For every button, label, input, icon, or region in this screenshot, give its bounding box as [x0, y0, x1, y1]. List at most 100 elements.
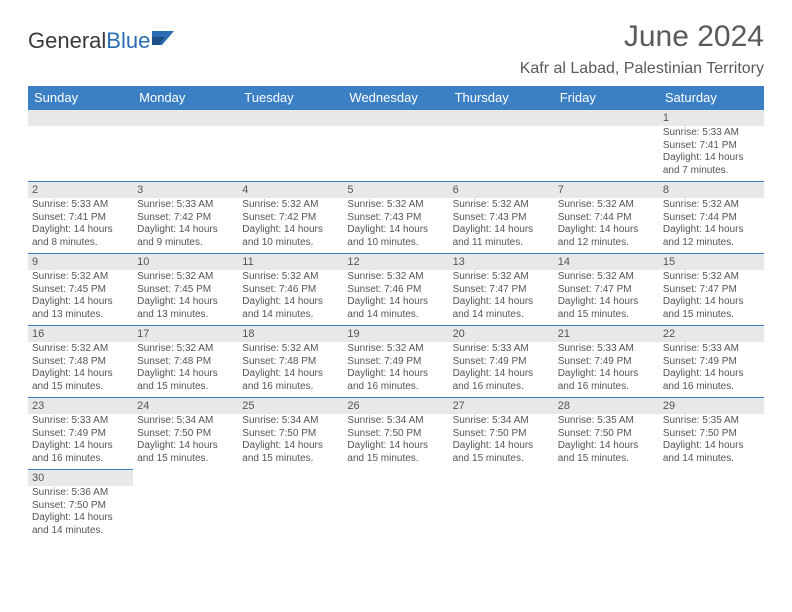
- header: GeneralBlue June 2024 Kafr al Labad, Pal…: [28, 20, 764, 84]
- daylight-text: Daylight: 14 hours and 14 minutes.: [453, 296, 550, 321]
- location: Kafr al Labad, Palestinian Territory: [520, 60, 764, 78]
- sunrise-text: Sunrise: 5:32 AM: [663, 271, 760, 284]
- calendar-cell: 7Sunrise: 5:32 AMSunset: 7:44 PMDaylight…: [554, 182, 659, 254]
- calendar-cell: 21Sunrise: 5:33 AMSunset: 7:49 PMDayligh…: [554, 326, 659, 398]
- day-number: 26: [343, 398, 448, 414]
- day-number: 4: [238, 182, 343, 198]
- daylight-text: Daylight: 14 hours and 14 minutes.: [663, 440, 760, 465]
- calendar-cell: [554, 110, 659, 182]
- daylight-text: Daylight: 14 hours and 15 minutes.: [453, 440, 550, 465]
- day-number: 7: [554, 182, 659, 198]
- sunrise-text: Sunrise: 5:32 AM: [32, 343, 129, 356]
- calendar-cell: 10Sunrise: 5:32 AMSunset: 7:45 PMDayligh…: [133, 254, 238, 326]
- day-number: [238, 110, 343, 126]
- day-details: Sunrise: 5:32 AMSunset: 7:43 PMDaylight:…: [449, 198, 554, 252]
- day-header: Saturday: [659, 86, 764, 110]
- daylight-text: Daylight: 14 hours and 16 minutes.: [347, 368, 444, 393]
- sunrise-text: Sunrise: 5:34 AM: [453, 415, 550, 428]
- calendar-cell: 1Sunrise: 5:33 AMSunset: 7:41 PMDaylight…: [659, 110, 764, 182]
- sunset-text: Sunset: 7:43 PM: [347, 212, 444, 225]
- calendar-cell: 8Sunrise: 5:32 AMSunset: 7:44 PMDaylight…: [659, 182, 764, 254]
- sunset-text: Sunset: 7:50 PM: [558, 428, 655, 441]
- daylight-text: Daylight: 14 hours and 15 minutes.: [242, 440, 339, 465]
- day-number: [238, 470, 343, 484]
- sunrise-text: Sunrise: 5:32 AM: [453, 271, 550, 284]
- day-details: Sunrise: 5:32 AMSunset: 7:48 PMDaylight:…: [28, 342, 133, 396]
- sunrise-text: Sunrise: 5:35 AM: [663, 415, 760, 428]
- sunset-text: Sunset: 7:44 PM: [558, 212, 655, 225]
- day-number: 2: [28, 182, 133, 198]
- calendar-cell: 22Sunrise: 5:33 AMSunset: 7:49 PMDayligh…: [659, 326, 764, 398]
- calendar-week: 9Sunrise: 5:32 AMSunset: 7:45 PMDaylight…: [28, 254, 764, 326]
- sunrise-text: Sunrise: 5:32 AM: [242, 271, 339, 284]
- calendar-cell: [343, 470, 448, 542]
- day-number: 25: [238, 398, 343, 414]
- sunrise-text: Sunrise: 5:32 AM: [32, 271, 129, 284]
- calendar-cell: [449, 110, 554, 182]
- calendar-cell: 29Sunrise: 5:35 AMSunset: 7:50 PMDayligh…: [659, 398, 764, 470]
- day-number: [659, 470, 764, 484]
- sunrise-text: Sunrise: 5:32 AM: [347, 199, 444, 212]
- sunrise-text: Sunrise: 5:32 AM: [242, 343, 339, 356]
- daylight-text: Daylight: 14 hours and 7 minutes.: [663, 152, 760, 177]
- daylight-text: Daylight: 14 hours and 14 minutes.: [32, 512, 129, 537]
- day-number: 3: [133, 182, 238, 198]
- sunrise-text: Sunrise: 5:32 AM: [347, 343, 444, 356]
- sunrise-text: Sunrise: 5:36 AM: [32, 487, 129, 500]
- sunset-text: Sunset: 7:50 PM: [347, 428, 444, 441]
- sunset-text: Sunset: 7:46 PM: [242, 284, 339, 297]
- day-header-row: Sunday Monday Tuesday Wednesday Thursday…: [28, 86, 764, 110]
- day-details: Sunrise: 5:33 AMSunset: 7:49 PMDaylight:…: [28, 414, 133, 468]
- day-details: Sunrise: 5:32 AMSunset: 7:45 PMDaylight:…: [133, 270, 238, 324]
- sunrise-text: Sunrise: 5:32 AM: [347, 271, 444, 284]
- day-number: [343, 470, 448, 484]
- sunset-text: Sunset: 7:49 PM: [32, 428, 129, 441]
- day-number: 24: [133, 398, 238, 414]
- sunrise-text: Sunrise: 5:32 AM: [137, 271, 234, 284]
- day-number: [554, 470, 659, 484]
- calendar-cell: 15Sunrise: 5:32 AMSunset: 7:47 PMDayligh…: [659, 254, 764, 326]
- day-number: 23: [28, 398, 133, 414]
- day-details: Sunrise: 5:35 AMSunset: 7:50 PMDaylight:…: [659, 414, 764, 468]
- day-number: [28, 110, 133, 126]
- daylight-text: Daylight: 14 hours and 10 minutes.: [347, 224, 444, 249]
- day-details: Sunrise: 5:32 AMSunset: 7:45 PMDaylight:…: [28, 270, 133, 324]
- day-details: Sunrise: 5:32 AMSunset: 7:44 PMDaylight:…: [554, 198, 659, 252]
- sunset-text: Sunset: 7:41 PM: [663, 140, 760, 153]
- sunrise-text: Sunrise: 5:32 AM: [558, 199, 655, 212]
- calendar-week: 16Sunrise: 5:32 AMSunset: 7:48 PMDayligh…: [28, 326, 764, 398]
- day-number: 12: [343, 254, 448, 270]
- sunrise-text: Sunrise: 5:32 AM: [242, 199, 339, 212]
- day-details: Sunrise: 5:32 AMSunset: 7:42 PMDaylight:…: [238, 198, 343, 252]
- sunrise-text: Sunrise: 5:32 AM: [137, 343, 234, 356]
- daylight-text: Daylight: 14 hours and 14 minutes.: [347, 296, 444, 321]
- day-details: Sunrise: 5:36 AMSunset: 7:50 PMDaylight:…: [28, 486, 133, 540]
- sunset-text: Sunset: 7:50 PM: [32, 500, 129, 513]
- calendar-cell: 16Sunrise: 5:32 AMSunset: 7:48 PMDayligh…: [28, 326, 133, 398]
- day-number: 22: [659, 326, 764, 342]
- day-details: Sunrise: 5:33 AMSunset: 7:49 PMDaylight:…: [659, 342, 764, 396]
- day-number: 11: [238, 254, 343, 270]
- sunset-text: Sunset: 7:47 PM: [453, 284, 550, 297]
- daylight-text: Daylight: 14 hours and 15 minutes.: [347, 440, 444, 465]
- day-number: 29: [659, 398, 764, 414]
- day-number: [449, 110, 554, 126]
- sunset-text: Sunset: 7:44 PM: [663, 212, 760, 225]
- daylight-text: Daylight: 14 hours and 16 minutes.: [32, 440, 129, 465]
- sunset-text: Sunset: 7:45 PM: [137, 284, 234, 297]
- calendar-cell: [659, 470, 764, 542]
- calendar-cell: 30Sunrise: 5:36 AMSunset: 7:50 PMDayligh…: [28, 470, 133, 542]
- day-number: 19: [343, 326, 448, 342]
- sunset-text: Sunset: 7:42 PM: [137, 212, 234, 225]
- calendar-cell: 11Sunrise: 5:32 AMSunset: 7:46 PMDayligh…: [238, 254, 343, 326]
- day-header: Sunday: [28, 86, 133, 110]
- day-number: 6: [449, 182, 554, 198]
- daylight-text: Daylight: 14 hours and 13 minutes.: [137, 296, 234, 321]
- daylight-text: Daylight: 14 hours and 16 minutes.: [558, 368, 655, 393]
- sunset-text: Sunset: 7:49 PM: [453, 356, 550, 369]
- title-block: June 2024 Kafr al Labad, Palestinian Ter…: [520, 20, 764, 84]
- day-number: [343, 110, 448, 126]
- day-details: Sunrise: 5:32 AMSunset: 7:47 PMDaylight:…: [659, 270, 764, 324]
- calendar-cell: 23Sunrise: 5:33 AMSunset: 7:49 PMDayligh…: [28, 398, 133, 470]
- sunset-text: Sunset: 7:48 PM: [242, 356, 339, 369]
